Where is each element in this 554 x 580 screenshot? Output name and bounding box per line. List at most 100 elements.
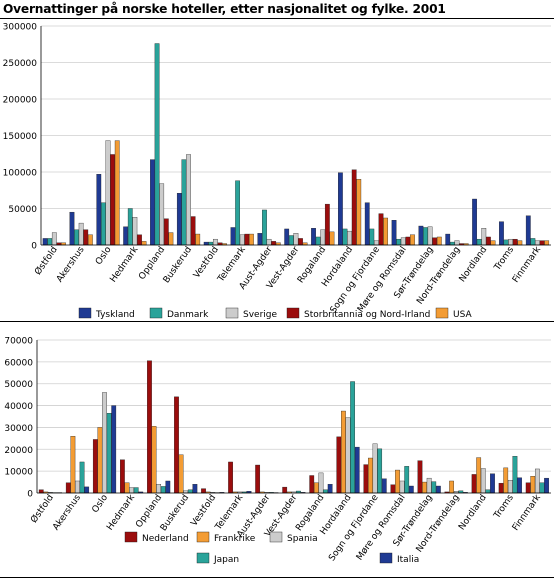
bar-japan-oslo: [106, 413, 112, 494]
bar-nederland-nordland: [471, 474, 477, 494]
y-tick-label: 150000: [3, 132, 38, 142]
bar-nederland-finnmark: [525, 482, 531, 494]
x-tick-label-akershus: Akershus: [51, 493, 83, 533]
bar-japan-hordaland: [350, 381, 355, 494]
bar-frankrike-nordland: [476, 457, 482, 494]
legend-label-spania: Spania: [287, 534, 318, 544]
y-tick-label: 60000: [4, 358, 33, 368]
y-tick-label: 250000: [3, 59, 38, 69]
bar-spania-oppland: [156, 484, 162, 494]
bar-frankrike-oslo: [97, 427, 103, 494]
y-tick-label: 70000: [4, 337, 33, 347]
bar-japan-sor-trondelag: [431, 481, 437, 494]
bar-nederland-more-og-romsdal: [390, 484, 396, 494]
bar-japan-hedmark: [133, 487, 139, 494]
bar-italia-nordland: [490, 473, 495, 494]
bar-japan-more-og-romsdal: [404, 466, 410, 494]
legend-label-usa: USA: [453, 310, 472, 320]
bar-frankrike-sogn-og-fjordane: [368, 457, 373, 494]
bar-italia-buskerud: [192, 484, 198, 494]
legend-swatch-tyskland: [78, 307, 92, 319]
bar-spania-nordland: [480, 468, 486, 494]
legend-swatch-frankrike: [196, 531, 210, 543]
y-tick-label: 50000: [4, 380, 33, 390]
bar-spania-sogn-og-fjordane: [372, 443, 378, 494]
bar-japan-rogaland: [323, 489, 328, 494]
bar-nederland-akershus: [65, 482, 71, 494]
y-tick-label: 0: [27, 490, 33, 500]
chart-title: Overnattinger på norske hoteller, etter …: [3, 2, 446, 16]
bar-nederland-vest-agder: [282, 486, 288, 494]
bar-frankrike-finnmark: [530, 475, 536, 494]
bar-italia-sogn-og-fjordane: [381, 478, 387, 494]
bar-nederland-rogaland: [309, 475, 315, 494]
bar-frankrike-troms: [503, 467, 509, 494]
chart-hotels-top: 050000100000150000200000250000300000Østf…: [3, 23, 551, 320]
x-tick-label-hedmark: Hedmark: [105, 492, 137, 532]
bar-frankrike-hedmark: [124, 482, 130, 494]
legend-label-sverige: Sverige: [243, 310, 277, 320]
bar-italia-rogaland: [327, 484, 333, 494]
legend-label-italia: Italia: [397, 555, 419, 565]
bar-spania-hordaland: [345, 417, 351, 494]
bar-nederland-hedmark: [120, 459, 125, 494]
bar-spania-oslo: [102, 392, 107, 494]
bar-frankrike-akershus: [70, 435, 76, 494]
y-tick-label: 50000: [8, 205, 37, 215]
legend-swatch-usa: [435, 307, 449, 319]
bar-nederland-troms: [498, 482, 504, 494]
bar-japan-oppland: [160, 486, 166, 494]
bar-nederland-buskerud: [174, 396, 179, 494]
legend-swatch-sverige: [225, 307, 239, 319]
x-tick-label-troms: Troms: [492, 493, 516, 522]
bottom-rule: [0, 577, 554, 578]
bar-italia-more-og-romsdal: [408, 485, 414, 494]
bar-japan-buskerud: [187, 489, 193, 494]
bar-spania-hedmark: [129, 487, 134, 494]
x-tick-label-oppland: Oppland: [134, 493, 164, 530]
y-tick-label: 40000: [4, 402, 33, 412]
chart-separator: [0, 321, 554, 322]
bar-frankrike-oppland: [151, 426, 157, 494]
bar-japan-troms: [512, 456, 518, 494]
x-tick-label-oslo: Oslo: [91, 493, 111, 515]
bar-italia-oslo: [111, 405, 117, 494]
bar-nederland-oslo: [92, 439, 98, 494]
x-tick-label-sogn-og-fjordane: Sogn og Fjordane: [327, 493, 381, 564]
bar-spania-rogaland: [318, 472, 324, 494]
bar-italia-troms: [517, 477, 522, 494]
legend-label-storbritannia-og-nord-irland: Storbritannia og Nord-Irland: [304, 310, 430, 320]
bar-frankrike-buskerud: [178, 454, 184, 494]
legend-label-frankrike: Frankrike: [214, 534, 256, 544]
bar-japan-akershus: [79, 461, 85, 494]
bar-spania-more-og-romsdal: [399, 480, 405, 494]
y-tick-label: 30000: [4, 424, 33, 434]
legend-swatch-japan: [196, 552, 210, 564]
y-tick-label: 0: [31, 242, 37, 252]
bar-spania-sor-trondelag: [426, 477, 432, 494]
bar-frankrike-rogaland: [313, 482, 319, 494]
x-tick-label-finnmark: Finnmark: [511, 492, 544, 532]
bar-frankrike-sor-trondelag: [422, 481, 427, 494]
bar-italia-akershus: [84, 486, 90, 494]
legend-swatch-danmark: [149, 307, 163, 319]
bar-italia-finnmark: [544, 477, 549, 494]
bar-frankrike-nord-trondelag: [449, 480, 454, 494]
bar-italia-hordaland: [354, 446, 360, 494]
bar-nederland-aust-agder: [255, 464, 261, 494]
bar-japan-sogn-og-fjordane: [377, 448, 383, 494]
bar-nederland-hordaland: [336, 436, 342, 494]
bar-japan-finnmark: [539, 482, 545, 494]
legend-label-tyskland: Tyskland: [95, 310, 135, 320]
y-tick-label: 300000: [3, 23, 38, 33]
legend-label-japan: Japan: [213, 555, 239, 565]
bar-spania-finnmark: [534, 468, 540, 494]
bar-nederland-oppland: [147, 360, 152, 494]
bar-nederland-sogn-og-fjordane: [363, 464, 369, 494]
bar-japan-nordland: [485, 489, 491, 494]
y-tick-label: 20000: [4, 446, 33, 456]
bar-spania-akershus: [75, 480, 80, 494]
title-rule: [0, 18, 554, 19]
bar-nederland-ostfold: [38, 489, 44, 494]
